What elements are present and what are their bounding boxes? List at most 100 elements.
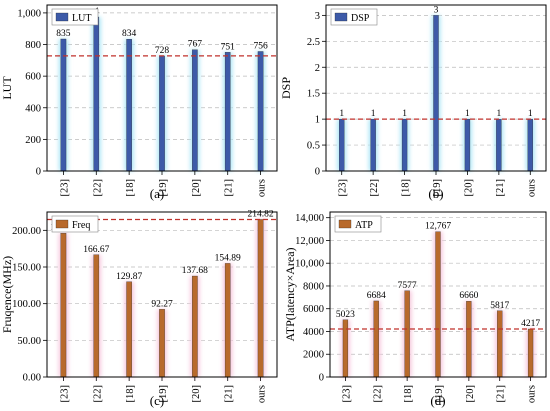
bar [159,55,165,172]
bar [435,231,441,378]
legend: DSP [330,8,378,26]
x-tick-label: [20] [465,385,476,403]
y-tick-label: 800 [25,40,41,51]
bar [192,49,198,172]
y-axis-label: ATP(latency×Area) [283,247,297,341]
x-tick-label: ours [257,179,268,197]
data-label: 1 [339,109,344,119]
chart-panel-d: 0 2000 4000 6000 8000 10,000 12,000 14,000 5023 6… [283,211,547,408]
y-tick-label: 400 [25,103,41,114]
data-label: 767 [188,40,203,50]
bar [496,118,502,172]
x-tick-label: [22] [92,385,103,403]
data-label: 1 [496,109,501,119]
data-label: 154.89 [215,253,241,263]
data-label: 756 [253,41,268,51]
data-label: 166.67 [83,245,109,255]
y-tick-label: 1,000 [17,8,41,19]
y-tick-label: 12,000 [295,236,324,247]
y-tick-label: 150.00 [12,263,41,274]
chart-panel-c: 0.0050.00100.00150.00200.00196.08166.671… [0,209,278,408]
bar [60,38,67,172]
x-tick-label: [19] [158,179,169,197]
data-label: 1 [465,109,470,119]
data-label: 92.27 [151,299,173,309]
bar [370,118,376,172]
data-label: 751 [221,42,236,52]
x-tick-label: [22] [369,179,380,197]
y-tick-label: 14,000 [295,213,324,224]
y-tick-label: 4000 [303,327,324,338]
bar [373,300,379,378]
x-tick-label: [20] [191,179,202,197]
x-tick-label: [23] [341,385,352,403]
legend-swatch [338,219,352,229]
legend: LUT [51,8,99,26]
x-tick-label: [20] [463,179,474,197]
x-tick-label: [21] [496,385,507,403]
x-tick-label: [23] [338,179,349,197]
bar [497,310,503,378]
x-tick-label: [19] [434,385,445,403]
bar [527,118,533,172]
bar [433,15,439,172]
x-tick-label: [18] [125,179,136,197]
data-label: 1 [371,109,376,119]
bar [404,290,410,378]
bar [192,275,198,378]
x-tick-label: [18] [125,385,136,403]
x-tick-label: [19] [158,385,169,403]
bar [527,328,534,378]
data-label: 1 [528,109,533,119]
legend-label: LUT [72,13,91,24]
y-tick-label: 0 [315,167,320,178]
data-label: 12,767 [425,222,451,232]
x-tick-label: ours [527,385,538,403]
y-tick-label: 200.00 [12,226,41,237]
x-tick-label: [22] [92,179,103,197]
data-label: 7577 [398,281,417,291]
bar [339,118,345,172]
data-label: 137.68 [182,266,208,276]
panel-caption: (a) [150,186,164,201]
y-tick-label: 8000 [303,281,324,292]
data-label: 129.87 [116,272,142,282]
y-tick-label: 3 [315,11,320,22]
y-tick-label: 0.5 [307,141,320,152]
data-label: 3 [434,5,439,15]
x-tick-label: [22] [372,385,383,403]
data-label: 728 [155,46,170,56]
legend-label: ATP [355,220,373,231]
x-tick-label: [21] [224,385,235,403]
x-tick-label: [19] [432,179,443,197]
x-tick-label: [21] [224,179,235,197]
bar [224,52,231,172]
bar [126,281,132,378]
bar [126,38,132,172]
panel-caption: (b) [428,186,443,201]
y-tick-label: 6000 [303,304,324,315]
data-label: 6660 [459,291,478,301]
bar [401,118,408,172]
legend-swatch [55,12,69,22]
y-tick-label: 1 [315,115,320,126]
chart-panel-b: 0 0.5 1 1.5 2 2.5 3 1 1 1 3 1 1 1 [23] [22] [18] [19] [20]… [279,4,547,201]
legend-label: Freq [72,220,90,231]
x-tick-label: [23] [59,385,70,403]
bar [60,233,67,378]
data-label: 1 [402,109,407,119]
y-tick-label: 0 [319,373,324,384]
y-tick-label: 0 [36,167,41,178]
y-tick-label: 10,000 [295,259,324,270]
y-axis-label: LUT [0,76,14,100]
bar [93,254,100,378]
data-label: 5023 [336,310,355,320]
y-tick-label: 600 [25,72,41,83]
bar [224,263,231,378]
bar [464,118,471,172]
data-label: 214.82 [248,209,274,219]
x-tick-label: [23] [59,179,70,197]
x-tick-label: [18] [403,385,414,403]
legend-swatch [334,12,348,22]
